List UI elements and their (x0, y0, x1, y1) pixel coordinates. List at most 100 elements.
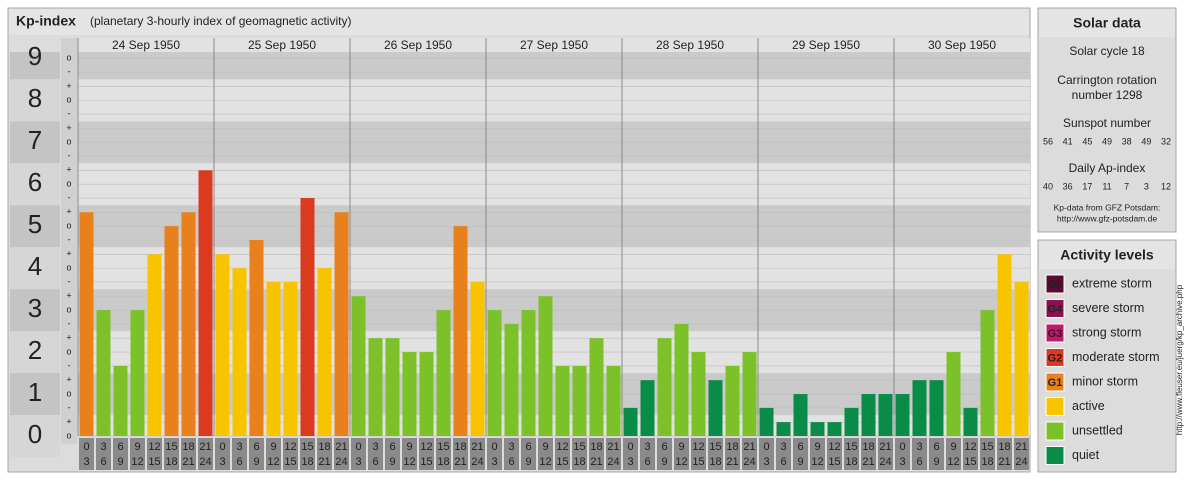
x-tick-label: 6 (508, 456, 514, 468)
x-tick-label: 18 (454, 441, 466, 453)
x-tick-label: 15 (828, 456, 840, 468)
x-tick-label: 18 (318, 441, 330, 453)
x-label-box (436, 438, 451, 470)
levels-title-bar (1039, 241, 1175, 269)
y-tick-label: 6 (28, 167, 42, 197)
x-label-box (912, 438, 927, 470)
x-label-box (725, 438, 740, 470)
x-label-box (878, 438, 893, 470)
legend-badge: G2 (1048, 352, 1063, 364)
y-minor-label: o (66, 304, 71, 314)
watermark: http://www.fleuser.eu/juerg/kp_archive.p… (1175, 284, 1184, 435)
ap-values: 40 (1043, 181, 1053, 191)
x-tick-label: 21 (335, 441, 347, 453)
x-tick-label: 6 (644, 456, 650, 468)
x-tick-label: 21 (607, 441, 619, 453)
x-tick-label: 21 (743, 441, 755, 453)
day-label: 24 Sep 1950 (112, 38, 180, 52)
bar (997, 254, 1012, 436)
x-tick-label: 6 (525, 441, 531, 453)
y-minor-label: + (66, 417, 71, 427)
x-tick-label: 15 (692, 456, 704, 468)
bar (657, 338, 672, 436)
x-tick-label: 3 (372, 441, 378, 453)
x-tick-label: 9 (525, 456, 531, 468)
y-minor-label: - (68, 150, 71, 160)
x-tick-label: 15 (301, 441, 313, 453)
x-tick-label: 21 (454, 456, 466, 468)
sunspot-numbers: 56 (1043, 136, 1053, 146)
x-tick-label: 9 (542, 441, 548, 453)
x-tick-label: 24 (471, 456, 483, 468)
legend-badge: G1 (1048, 377, 1063, 389)
bar (810, 422, 825, 436)
x-tick-label: 12 (267, 456, 279, 468)
y-tick-label: 7 (28, 125, 42, 155)
x-tick-label: 3 (644, 441, 650, 453)
legend-swatch (1045, 372, 1065, 392)
x-tick-label: 18 (981, 456, 993, 468)
y-tick-label: 1 (28, 377, 42, 407)
x-tick-label: 0 (355, 441, 361, 453)
chart-title: Kp-index (16, 13, 76, 29)
legend-badge: G5 (1048, 279, 1063, 291)
x-label-box (300, 438, 315, 470)
y-minor-label: - (68, 360, 71, 370)
day-label: 27 Sep 1950 (520, 38, 588, 52)
carrington: Carrington rotation (1057, 73, 1156, 87)
ap-values: 17 (1082, 181, 1092, 191)
x-label-box (640, 438, 655, 470)
bar (691, 352, 706, 436)
x-tick-label: 12 (403, 456, 415, 468)
y-tick-label: 3 (28, 293, 42, 323)
x-tick-label: 3 (491, 456, 497, 468)
x-tick-label: 9 (797, 456, 803, 468)
x-tick-label: 6 (389, 441, 395, 453)
y-band (10, 205, 60, 248)
x-tick-label: 18 (573, 456, 585, 468)
x-label-box (113, 438, 128, 470)
legend-label: active (1072, 399, 1105, 413)
bar (215, 254, 230, 436)
x-label-box (844, 438, 859, 470)
bar (572, 365, 587, 436)
bar (844, 407, 859, 436)
bar (164, 226, 179, 436)
x-label-box (317, 438, 332, 470)
bar (487, 310, 502, 436)
x-tick-label: 18 (845, 456, 857, 468)
x-tick-label: 24 (879, 456, 891, 468)
x-tick-label: 15 (573, 441, 585, 453)
y-band (10, 331, 60, 374)
ap-values: 12 (1161, 181, 1171, 191)
y-minor-label: o (66, 430, 71, 440)
x-label-box (827, 438, 842, 470)
x-label-box (776, 438, 791, 470)
x-label-box (810, 438, 825, 470)
x-tick-label: 9 (253, 456, 259, 468)
y-band (10, 415, 60, 457)
bar (334, 212, 349, 436)
x-tick-label: 6 (916, 456, 922, 468)
title-bar (9, 9, 1029, 35)
x-tick-label: 9 (117, 456, 123, 468)
x-label-box (283, 438, 298, 470)
x-label-box (589, 438, 604, 470)
ap-values: 3 (1144, 181, 1149, 191)
y-band (10, 52, 60, 80)
x-tick-label: 24 (1015, 456, 1027, 468)
date-header (78, 38, 1030, 52)
legend-swatch (1045, 348, 1065, 367)
x-tick-label: 3 (219, 456, 225, 468)
x-tick-label: 3 (508, 441, 514, 453)
y-minor-label: - (68, 67, 71, 77)
x-tick-label: 6 (236, 456, 242, 468)
x-label-box (963, 438, 978, 470)
x-tick-label: 3 (355, 456, 361, 468)
y-minor-label: - (68, 234, 71, 244)
y-minor-label: + (66, 123, 71, 133)
x-label-box (657, 438, 672, 470)
legend-label: unsettled (1072, 423, 1123, 437)
x-tick-label: 12 (828, 441, 840, 453)
bar (759, 407, 774, 436)
